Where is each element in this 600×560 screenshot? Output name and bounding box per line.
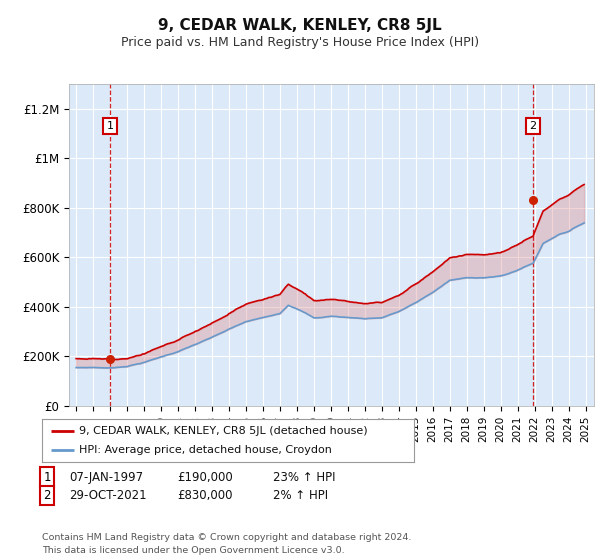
Text: Price paid vs. HM Land Registry's House Price Index (HPI): Price paid vs. HM Land Registry's House … — [121, 36, 479, 49]
Text: 07-JAN-1997: 07-JAN-1997 — [69, 470, 143, 484]
Text: 9, CEDAR WALK, KENLEY, CR8 5JL (detached house): 9, CEDAR WALK, KENLEY, CR8 5JL (detached… — [79, 426, 368, 436]
Text: 1: 1 — [107, 121, 113, 131]
Text: 9, CEDAR WALK, KENLEY, CR8 5JL: 9, CEDAR WALK, KENLEY, CR8 5JL — [158, 18, 442, 33]
Text: Contains HM Land Registry data © Crown copyright and database right 2024.
This d: Contains HM Land Registry data © Crown c… — [42, 533, 412, 554]
Text: 29-OCT-2021: 29-OCT-2021 — [69, 489, 146, 502]
Text: 2% ↑ HPI: 2% ↑ HPI — [273, 489, 328, 502]
Text: 2: 2 — [530, 121, 537, 131]
Text: £190,000: £190,000 — [177, 470, 233, 484]
Text: £830,000: £830,000 — [177, 489, 233, 502]
Text: HPI: Average price, detached house, Croydon: HPI: Average price, detached house, Croy… — [79, 445, 332, 455]
Text: 23% ↑ HPI: 23% ↑ HPI — [273, 470, 335, 484]
Text: 1: 1 — [43, 470, 50, 484]
Text: 2: 2 — [43, 489, 50, 502]
